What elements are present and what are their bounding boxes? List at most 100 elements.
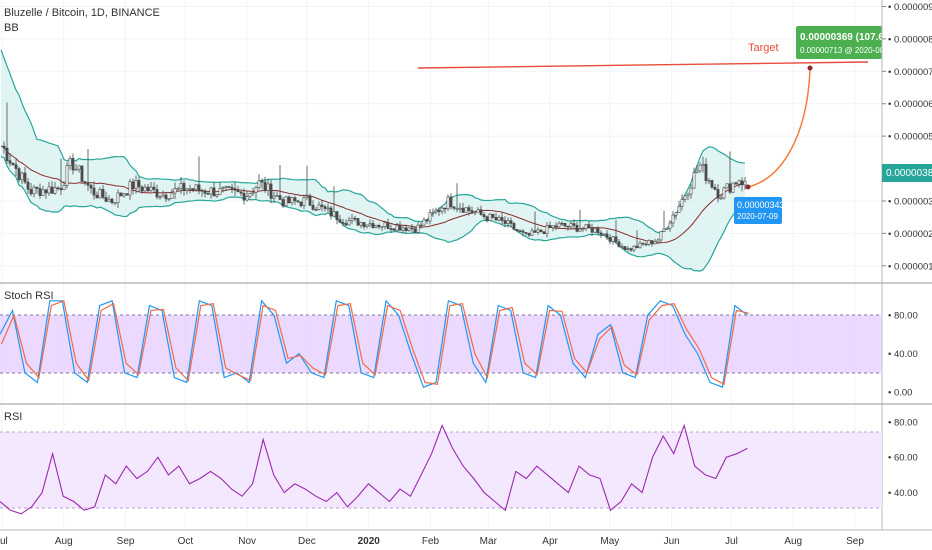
candle-body bbox=[272, 195, 276, 199]
current-info-main: 0.00000343 bbox=[737, 200, 785, 210]
candle-body bbox=[485, 216, 489, 221]
candle-body bbox=[494, 217, 498, 221]
candle-body bbox=[368, 223, 372, 226]
candle-body bbox=[380, 226, 384, 228]
candle-body bbox=[473, 211, 477, 214]
candle-body bbox=[362, 222, 366, 228]
rsi-axis[interactable]: • 80.00 • 60.00 • 40.00 bbox=[888, 417, 918, 499]
candle-body bbox=[227, 186, 231, 188]
candle-body bbox=[326, 207, 330, 210]
candle-body bbox=[311, 204, 315, 210]
stoch-axis[interactable]: • 80.00 • 40.00 • 0.00 bbox=[888, 311, 918, 399]
candle-body bbox=[308, 196, 312, 206]
current-info-box bbox=[734, 197, 782, 224]
candle-body bbox=[23, 172, 27, 183]
candle-body bbox=[44, 189, 48, 194]
candle-body bbox=[452, 206, 456, 209]
target-point[interactable] bbox=[807, 65, 813, 71]
indicator-label: BB bbox=[4, 22, 19, 34]
candle-body bbox=[443, 207, 447, 210]
candle-body bbox=[716, 189, 720, 199]
time-axis[interactable]: ul Aug Sep Oct Nov Dec 2020 Feb Mar Apr May Jun Jul A… bbox=[0, 536, 864, 547]
target-info-box bbox=[796, 26, 882, 59]
candle-body bbox=[146, 186, 150, 192]
candle-body bbox=[365, 224, 369, 228]
candle-body bbox=[215, 194, 219, 197]
candle-body bbox=[185, 188, 189, 192]
candle-body bbox=[191, 188, 195, 190]
candle-body bbox=[410, 227, 414, 230]
candle-body bbox=[608, 237, 612, 242]
candle-body bbox=[101, 189, 105, 198]
candle-body bbox=[356, 218, 360, 226]
candle-body bbox=[674, 212, 678, 216]
candle-body bbox=[86, 182, 90, 186]
candle-body bbox=[695, 170, 699, 173]
candle-body bbox=[281, 199, 285, 207]
candle-body bbox=[125, 193, 129, 196]
stoch-tick-label: • 0.00 bbox=[888, 388, 912, 399]
candle-body bbox=[653, 241, 657, 245]
candle-body bbox=[299, 201, 303, 207]
candle-body bbox=[344, 223, 348, 226]
candle-body bbox=[233, 188, 237, 191]
rsi-title: RSI bbox=[4, 411, 22, 423]
candle-body bbox=[692, 172, 696, 189]
target-line[interactable] bbox=[417, 61, 869, 69]
candle-body bbox=[518, 230, 522, 232]
candle-body bbox=[572, 223, 576, 226]
candle-body bbox=[188, 188, 192, 190]
candle-body bbox=[176, 187, 180, 190]
candle-body bbox=[38, 188, 42, 196]
current-point[interactable] bbox=[745, 184, 751, 190]
candle-body bbox=[737, 180, 741, 185]
candle-body bbox=[5, 147, 9, 161]
candle-body bbox=[527, 233, 531, 236]
time-tick-label: Mar bbox=[480, 536, 498, 547]
time-tick-label: Sep bbox=[846, 536, 864, 547]
candle-body bbox=[596, 228, 600, 234]
candle-body bbox=[659, 231, 663, 241]
candle-body bbox=[449, 196, 453, 208]
candle-body bbox=[209, 187, 213, 195]
candle-body bbox=[497, 217, 501, 221]
candle-body bbox=[437, 209, 441, 212]
candle-body bbox=[575, 225, 579, 232]
candle-body bbox=[416, 224, 420, 233]
candle-body bbox=[584, 224, 588, 229]
candle-body bbox=[113, 202, 117, 204]
candle-body bbox=[593, 228, 597, 233]
candle-body bbox=[701, 163, 705, 166]
stoch-d-line bbox=[0, 299, 750, 386]
candle-body bbox=[506, 220, 510, 224]
candle-body bbox=[422, 219, 426, 226]
candle-body bbox=[17, 168, 21, 181]
candle-body bbox=[74, 168, 78, 171]
candle-body bbox=[383, 222, 387, 227]
candle-body bbox=[62, 185, 66, 191]
candle-body bbox=[542, 231, 546, 235]
candle-body bbox=[149, 186, 153, 192]
candle-body bbox=[713, 187, 717, 190]
candle-body bbox=[599, 232, 603, 235]
candle-body bbox=[680, 199, 684, 207]
candle-body bbox=[671, 214, 675, 224]
candle-body bbox=[578, 228, 582, 232]
candle-body bbox=[29, 189, 33, 195]
time-tick-label: 2020 bbox=[358, 536, 381, 547]
candle-body bbox=[614, 236, 618, 243]
candle-body bbox=[689, 187, 693, 195]
candle-body bbox=[455, 207, 459, 210]
price-tick-label: • 0.00000100 bbox=[888, 261, 932, 272]
projection-curve[interactable] bbox=[747, 67, 811, 188]
candle-body bbox=[605, 233, 609, 238]
candle-body bbox=[218, 188, 222, 195]
candle-body bbox=[287, 196, 291, 204]
candle-body bbox=[647, 240, 651, 245]
time-tick-label: ul bbox=[0, 536, 8, 547]
price-axis[interactable]: • 0.00000900 • 0.00000800 • 0.00000700 • 0.… bbox=[882, 2, 932, 272]
rsi-band bbox=[0, 432, 882, 508]
candle-body bbox=[413, 228, 417, 233]
candle-body bbox=[566, 225, 570, 228]
candle-body bbox=[26, 181, 30, 190]
